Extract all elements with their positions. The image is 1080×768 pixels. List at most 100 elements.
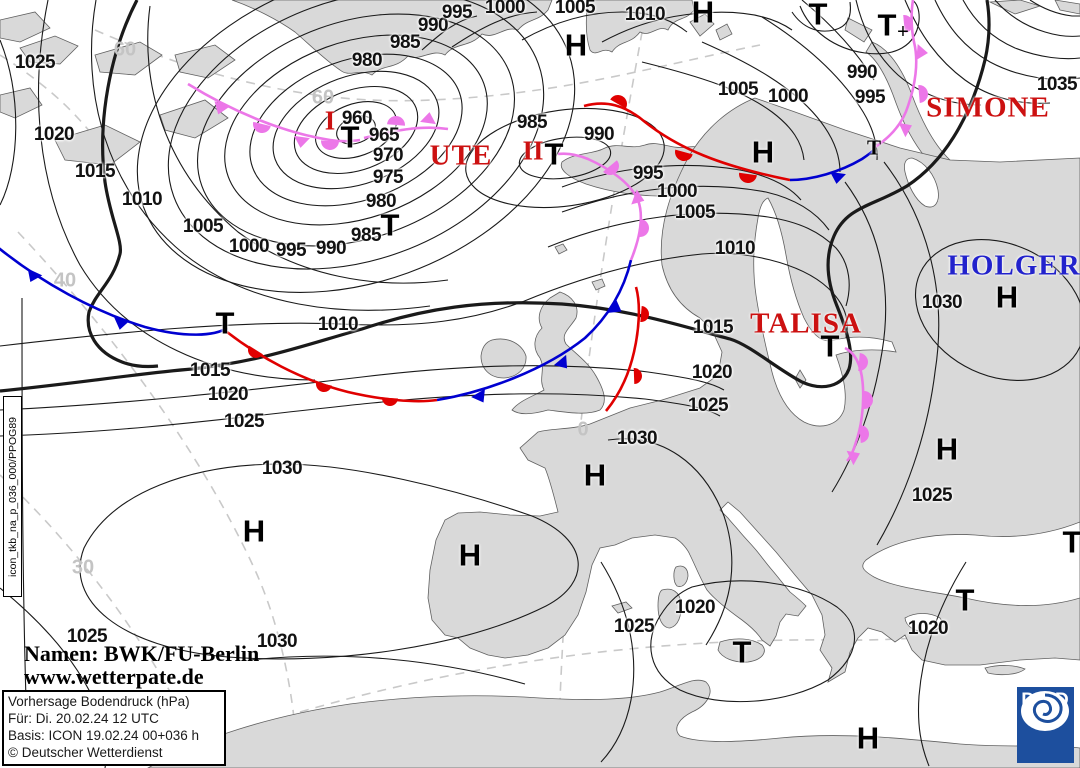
high-center-marker: H <box>751 134 775 170</box>
credits-namen: Namen: BWK/FU-Berlin <box>24 641 260 666</box>
pressure-label: 990 <box>583 124 615 145</box>
pressure-label: 1025 <box>613 616 655 637</box>
high-center-marker: H <box>458 537 482 573</box>
arctic-island <box>0 87 43 119</box>
arctic-island <box>174 44 236 79</box>
high-center-marker: H <box>995 279 1019 315</box>
system-name-i: I <box>324 105 336 136</box>
info-copyright: © Deutscher Wetterdienst <box>8 745 163 760</box>
graticule-label: 60 <box>311 86 335 109</box>
svalbard <box>715 23 733 41</box>
greenland-ne <box>585 0 695 54</box>
pressure-label: 985 <box>350 225 382 246</box>
pressure-label: 1020 <box>33 124 75 145</box>
pressure-label: 1025 <box>14 52 56 73</box>
system-name-ute: UTE <box>429 139 493 172</box>
arctic-island <box>0 11 51 43</box>
pressure-label: 1015 <box>692 317 734 338</box>
system-name-talisa: TALISA <box>750 307 862 340</box>
credits-url: www.wetterpate.de <box>24 664 204 689</box>
pressure-label: 1015 <box>189 360 231 381</box>
pressure-label: 1000 <box>656 181 698 202</box>
low-center-marker: T <box>340 119 360 155</box>
occluded-front-ute <box>557 152 643 261</box>
low-center-marker: T <box>544 136 564 172</box>
pressure-label: 1015 <box>74 161 116 182</box>
system-name-ii: II <box>522 135 544 166</box>
pressure-label: 1030 <box>256 631 298 652</box>
pressure-label: 1000 <box>484 0 526 18</box>
warm-front-france <box>604 286 641 412</box>
pressure-label: 985 <box>516 112 548 133</box>
high-center-marker: H <box>691 0 715 30</box>
pressure-label: 1020 <box>207 384 249 405</box>
info-title: Vorhersage Bodendruck (hPa) <box>8 694 190 709</box>
low-center-marker: T <box>215 305 235 341</box>
shetland <box>591 278 606 291</box>
pressure-label: 1005 <box>674 202 716 223</box>
baltic-sea <box>753 197 897 427</box>
dwd-spiral-icon <box>1021 691 1069 731</box>
pressure-label: 1035 <box>1036 74 1078 95</box>
low-center-marker: T <box>866 135 882 160</box>
pressure-label: 1030 <box>921 292 963 313</box>
high-center-marker: H <box>856 720 880 756</box>
marmara-sea <box>904 613 942 633</box>
graticule-label: 0 <box>577 418 589 441</box>
svalbard <box>689 13 715 37</box>
pressure-label: 1020 <box>674 597 716 618</box>
white-sea <box>904 157 939 208</box>
pressure-label: 1025 <box>223 411 265 432</box>
franz-josef <box>1054 0 1080 15</box>
graticule-label: 40 <box>53 269 77 292</box>
occluded-front-greenland-east <box>363 126 449 140</box>
black-sea <box>862 521 1080 606</box>
ireland <box>480 338 527 379</box>
front-layer <box>0 0 928 466</box>
occluded-front-greenland <box>187 82 361 143</box>
pressure-label: 1000 <box>767 86 809 107</box>
info-box: Vorhersage Bodendruck (hPa) Für: Di. 20.… <box>2 690 226 766</box>
high-center-marker: H <box>564 27 588 63</box>
eurasia <box>427 97 1080 683</box>
pressure-label: 1005 <box>717 79 759 100</box>
system-name-simone: SIMONE <box>926 91 1050 124</box>
pressure-label: 980 <box>365 191 397 212</box>
system-name-holger: HOLGER <box>947 249 1080 282</box>
pressure-label: 970 <box>372 145 404 166</box>
graticule-label: 60 <box>113 38 137 61</box>
low-center-marker: T <box>732 634 752 670</box>
low-center-marker: T <box>808 0 828 32</box>
pressure-label: 995 <box>275 240 307 261</box>
warm-front-norway <box>583 102 791 182</box>
graticule-label: 30 <box>71 556 95 579</box>
dwd-logo: DWD <box>1017 687 1074 763</box>
corsica <box>673 565 689 587</box>
arctic-island <box>19 35 79 65</box>
low-center-marker: T <box>1062 524 1080 560</box>
pressure-label: 960 <box>341 108 373 129</box>
pressure-label: 1010 <box>121 189 163 210</box>
pressure-label: 965 <box>368 125 400 146</box>
pressure-label: 995 <box>854 87 886 108</box>
high-center-marker: H <box>935 431 959 467</box>
pressure-label: 1010 <box>624 4 666 25</box>
low-center-marker: T <box>955 582 975 618</box>
low-center-marker: T <box>820 328 840 364</box>
pressure-label: 990 <box>417 15 449 36</box>
pressure-label: 1030 <box>261 458 303 479</box>
north-africa <box>147 679 1080 768</box>
pressure-label: 1025 <box>66 626 108 647</box>
cold-front-finland <box>789 148 876 182</box>
cold-front-britain <box>436 259 633 402</box>
pressure-label: 1025 <box>911 485 953 506</box>
pressure-label: 1030 <box>616 428 658 449</box>
pressure-label: 1000 <box>228 236 270 257</box>
high-center-marker: H <box>242 513 266 549</box>
faroe <box>554 243 568 255</box>
pressure-label: 1010 <box>317 314 359 335</box>
pressure-label: 995 <box>632 163 664 184</box>
britain <box>511 291 605 415</box>
pressure-label: 975 <box>372 167 404 188</box>
